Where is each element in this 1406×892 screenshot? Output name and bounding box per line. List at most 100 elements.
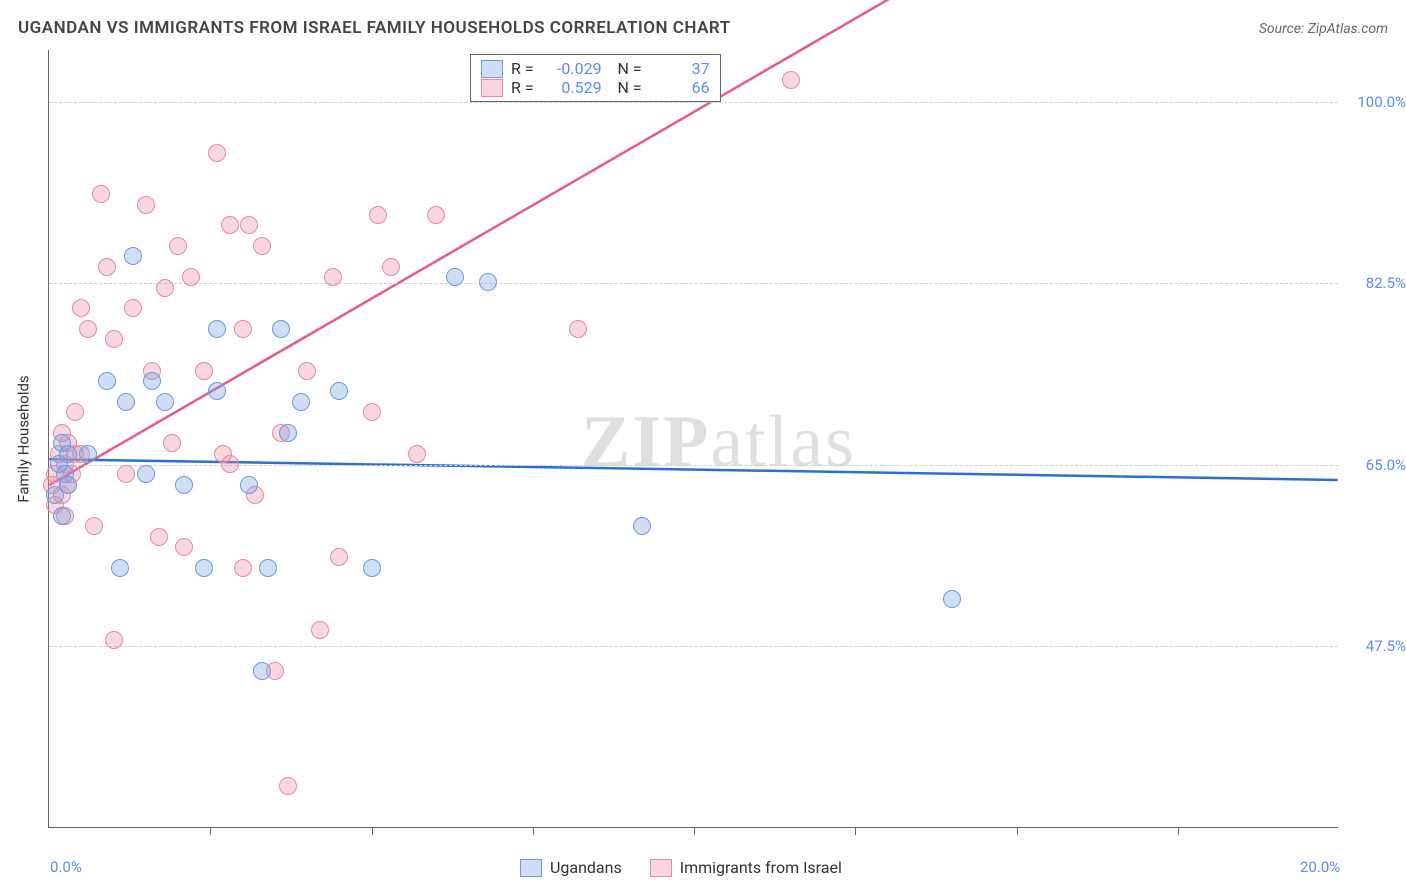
data-point-ugandans [143, 372, 161, 390]
swatch-israel [481, 79, 503, 97]
data-point-ugandans [292, 393, 310, 411]
n-value-israel: 66 [654, 78, 710, 97]
data-point-ugandans [240, 476, 258, 494]
swatch-israel-icon [650, 859, 672, 877]
plot-area: ZIPatlas 47.5%65.0%82.5%100.0% [48, 50, 1338, 828]
data-point-ugandans [79, 445, 97, 463]
n-value-ugandans: 37 [654, 59, 710, 78]
x-tick [210, 827, 211, 835]
data-point-ugandans [279, 424, 297, 442]
series-legend: Ugandans Immigrants from Israel [520, 858, 842, 877]
data-point-ugandans [59, 445, 77, 463]
x-tick [1017, 827, 1018, 835]
data-point-israel [79, 320, 97, 338]
data-point-israel [408, 445, 426, 463]
correlation-legend: R = -0.029 N = 37 R = 0.529 N = 66 [470, 54, 721, 102]
y-tick-label: 65.0% [1366, 456, 1406, 474]
legend-row-ugandans: R = -0.029 N = 37 [481, 59, 710, 78]
data-point-israel [782, 71, 800, 89]
data-point-israel [382, 258, 400, 276]
gridline [49, 646, 1338, 647]
r-value-israel: 0.529 [546, 78, 602, 97]
data-point-israel [279, 777, 297, 795]
data-point-ugandans [98, 372, 116, 390]
data-point-ugandans [59, 476, 77, 494]
data-point-israel [234, 320, 252, 338]
legend-label-ugandans: Ugandans [550, 858, 622, 877]
data-point-israel [363, 403, 381, 421]
y-tick-label: 82.5% [1366, 274, 1406, 292]
data-point-ugandans [479, 273, 497, 291]
x-tick [533, 827, 534, 835]
watermark-rest: atlas [710, 401, 856, 483]
data-point-israel [163, 434, 181, 452]
y-tick-label: 100.0% [1357, 93, 1406, 111]
swatch-ugandans-icon [520, 859, 542, 877]
data-point-ugandans [253, 662, 271, 680]
data-point-israel [221, 455, 239, 473]
data-point-israel [137, 196, 155, 214]
data-point-israel [240, 216, 258, 234]
title-row: UGANDAN VS IMMIGRANTS FROM ISRAEL FAMILY… [18, 18, 1388, 38]
data-point-israel [427, 206, 445, 224]
data-point-ugandans [208, 320, 226, 338]
gridline [49, 465, 1338, 466]
data-point-israel [569, 320, 587, 338]
data-point-israel [324, 268, 342, 286]
gridline [49, 283, 1338, 284]
r-value-ugandans: -0.029 [546, 59, 602, 78]
gridline [49, 102, 1338, 103]
data-point-israel [156, 279, 174, 297]
data-point-ugandans [195, 559, 213, 577]
data-point-israel [105, 330, 123, 348]
data-point-israel [92, 185, 110, 203]
data-point-israel [66, 403, 84, 421]
data-point-ugandans [117, 393, 135, 411]
chart-title: UGANDAN VS IMMIGRANTS FROM ISRAEL FAMILY… [18, 18, 731, 38]
data-point-israel [330, 548, 348, 566]
x-tick [372, 827, 373, 835]
data-point-israel [175, 538, 193, 556]
data-point-ugandans [259, 559, 277, 577]
data-point-israel [150, 528, 168, 546]
data-point-israel [311, 621, 329, 639]
data-point-ugandans [446, 268, 464, 286]
legend-label-israel: Immigrants from Israel [680, 858, 842, 877]
legend-item-israel: Immigrants from Israel [650, 858, 842, 877]
data-point-israel [124, 299, 142, 317]
data-point-israel [298, 362, 316, 380]
trend-lines [49, 50, 1338, 827]
data-point-ugandans [124, 247, 142, 265]
data-point-ugandans [943, 590, 961, 608]
data-point-ugandans [363, 559, 381, 577]
watermark-bold: ZIP [581, 401, 710, 483]
data-point-israel [98, 258, 116, 276]
data-point-israel [369, 206, 387, 224]
x-tick [1178, 827, 1179, 835]
data-point-israel [85, 517, 103, 535]
watermark: ZIPatlas [581, 400, 856, 485]
data-point-israel [253, 237, 271, 255]
data-point-israel [105, 631, 123, 649]
x-tick [855, 827, 856, 835]
data-point-ugandans [111, 559, 129, 577]
data-point-ugandans [633, 517, 651, 535]
data-point-israel [234, 559, 252, 577]
data-point-ugandans [175, 476, 193, 494]
correlation-chart: UGANDAN VS IMMIGRANTS FROM ISRAEL FAMILY… [0, 0, 1406, 892]
swatch-ugandans [481, 60, 503, 78]
x-axis-min-label: 0.0% [50, 858, 82, 876]
data-point-israel [195, 362, 213, 380]
data-point-ugandans [330, 382, 348, 400]
x-tick [694, 827, 695, 835]
data-point-israel [117, 465, 135, 483]
legend-row-israel: R = 0.529 N = 66 [481, 78, 710, 97]
y-tick-label: 47.5% [1366, 637, 1406, 655]
data-point-ugandans [208, 382, 226, 400]
data-point-ugandans [272, 320, 290, 338]
legend-item-ugandans: Ugandans [520, 858, 622, 877]
data-point-israel [221, 216, 239, 234]
x-axis-max-label: 20.0% [1300, 858, 1340, 876]
data-point-ugandans [137, 465, 155, 483]
y-axis-label: Family Households [15, 375, 33, 502]
